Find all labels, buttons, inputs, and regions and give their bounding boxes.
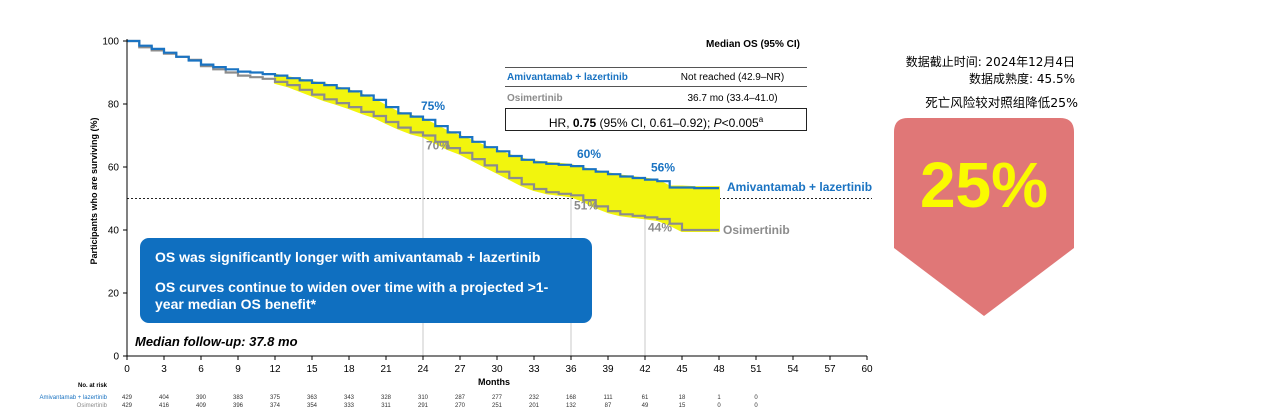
data-cutoff-panel: 数据截止时间: 2024年12月4日 数据成熟度: 45.5%: [860, 54, 1075, 88]
x-tick-label-15: 15: [306, 364, 318, 375]
x-tick-label-60: 60: [861, 364, 873, 375]
risk-reduction-text: 死亡风险较对照组降低25%: [925, 95, 1078, 110]
at-risk-value: 0: [754, 403, 758, 409]
pct-label-osimertinib-24: 70%: [426, 139, 450, 153]
median-follow-up: Median follow-up: 37.8 mo: [135, 334, 298, 349]
x-tick-label-54: 54: [787, 364, 799, 375]
at-risk-value: 333: [344, 403, 355, 409]
at-risk-value: 87: [605, 403, 612, 409]
at-risk-value: 287: [455, 395, 466, 401]
at-risk-value: 310: [418, 395, 429, 401]
at-risk-value: 374: [270, 403, 281, 409]
y-tick-label-40: 40: [108, 226, 120, 237]
legend-header: Median OS (95% CI): [706, 39, 800, 50]
at-risk-value: 270: [455, 403, 466, 409]
x-tick-label-30: 30: [491, 364, 503, 375]
y-tick-label-100: 100: [102, 37, 119, 48]
at-risk-value: 15: [679, 403, 686, 409]
risk-reduction-arrow-icon: [894, 118, 1074, 316]
x-tick-label-39: 39: [602, 364, 614, 375]
x-axis-label: Months: [478, 377, 510, 387]
at-risk-value: 311: [381, 403, 391, 409]
pct-label-amivantamab-24: 75%: [421, 99, 445, 113]
y-tick-label-80: 80: [108, 100, 120, 111]
end-label-osimertinib: Osimertinib: [723, 223, 790, 237]
data-cutoff-date: 数据截止时间: 2024年12月4日: [905, 55, 1075, 69]
at-risk-value: 0: [754, 395, 758, 401]
legend-median-osimertinib: 36.7 mo (33.4–41.0): [687, 93, 778, 104]
legend-median-amivantamab: Not reached (42.9–NR): [680, 72, 785, 83]
at-risk-value: 61: [642, 395, 649, 401]
x-tick-label-57: 57: [824, 364, 836, 375]
at-risk-value: 390: [196, 395, 207, 401]
x-tick-label-9: 9: [235, 364, 241, 375]
at-risk-value: 1: [717, 395, 721, 401]
at-risk-name-1: Osimertinib: [77, 403, 108, 409]
at-risk-value: 363: [307, 395, 318, 401]
os-summary-line1: OS was significantly longer with amivant…: [155, 249, 541, 265]
at-risk-title: No. at risk: [78, 383, 108, 389]
at-risk-value: 49: [642, 403, 649, 409]
at-risk-value: 396: [233, 403, 244, 409]
x-tick-label-21: 21: [380, 364, 392, 375]
pct-label-osimertinib-36: 51%: [574, 198, 598, 212]
at-risk-value: 429: [122, 395, 133, 401]
at-risk-value: 343: [344, 395, 355, 401]
curve-amivantamab: [127, 39, 719, 190]
at-risk-value: 232: [529, 395, 540, 401]
at-risk-name-0: Amivantamab + lazertinib: [39, 395, 107, 401]
x-tick-label-33: 33: [528, 364, 540, 375]
hazard-ratio-box: HR, 0.75 (95% CI, 0.61–0.92); P<0.005a: [505, 108, 807, 131]
at-risk-value: 111: [603, 395, 613, 401]
x-tick-label-45: 45: [676, 364, 688, 375]
y-tick-label-20: 20: [108, 289, 120, 300]
pct-label-amivantamab-36: 60%: [577, 147, 601, 161]
at-risk-value: 354: [307, 403, 318, 409]
at-risk-value: 0: [717, 403, 721, 409]
at-risk-value: 201: [529, 403, 540, 409]
at-risk-value: 328: [381, 395, 392, 401]
at-risk-value: 429: [122, 403, 133, 409]
legend-name-amivantamab: Amivantamab + lazertinib: [507, 72, 628, 83]
at-risk-value: 375: [270, 395, 281, 401]
y-tick-label-60: 60: [108, 163, 120, 174]
x-tick-label-27: 27: [454, 364, 466, 375]
at-risk-value: 416: [159, 403, 170, 409]
x-tick-label-42: 42: [639, 364, 651, 375]
at-risk-value: 383: [233, 395, 244, 401]
legend-rule-top: [505, 67, 807, 68]
at-risk-value: 277: [492, 395, 503, 401]
x-tick-label-6: 6: [198, 364, 204, 375]
at-risk-value: 409: [196, 403, 207, 409]
risk-reduction-value: 25%: [919, 149, 1049, 221]
data-maturity: 数据成熟度: 45.5%: [969, 72, 1075, 86]
x-tick-label-36: 36: [565, 364, 577, 375]
pct-label-osimertinib-42: 44%: [648, 220, 672, 234]
y-axis-label: Participants who are surviving (%): [89, 117, 99, 265]
at-risk-value: 18: [679, 395, 686, 401]
y-tick-label-0: 0: [113, 352, 119, 363]
at-risk-value: 168: [566, 395, 577, 401]
x-tick-label-24: 24: [417, 364, 429, 375]
os-summary-line2: OS curves continue to widen over time wi…: [155, 279, 549, 312]
at-risk-value: 291: [418, 403, 429, 409]
x-tick-label-0: 0: [124, 364, 130, 375]
x-tick-label-12: 12: [269, 364, 281, 375]
end-label-amivantamab: Amivantamab + lazertinib: [727, 180, 873, 194]
x-tick-label-3: 3: [161, 364, 167, 375]
legend-rule-mid: [505, 86, 807, 87]
x-tick-label-18: 18: [343, 364, 355, 375]
at-risk-value: 251: [492, 403, 503, 409]
legend-name-osimertinib: Osimertinib: [507, 93, 563, 104]
x-tick-label-48: 48: [713, 364, 725, 375]
at-risk-value: 132: [566, 403, 577, 409]
pct-label-amivantamab-42: 56%: [651, 161, 675, 175]
os-summary-box: OS was significantly longer with amivant…: [140, 238, 592, 323]
curve-osimertinib: [127, 39, 719, 232]
at-risk-value: 404: [159, 395, 170, 401]
x-tick-label-51: 51: [750, 364, 762, 375]
